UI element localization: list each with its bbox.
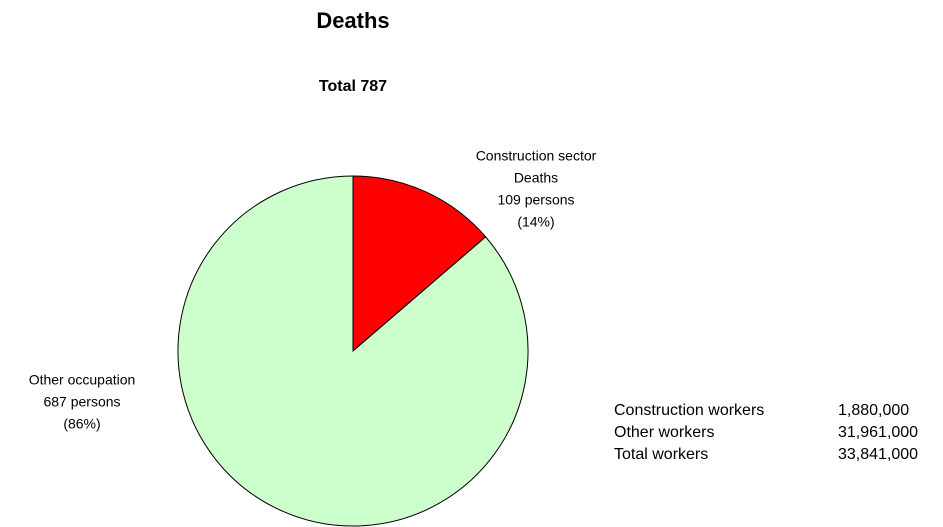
table-value: 1,880,000 [838,402,909,419]
pie-slice [352,175,487,353]
percent-label: (86%) [63,416,100,432]
chart-title: Deaths [316,8,389,33]
table-label: Other workers [614,424,714,441]
value-label: 109 persons [497,192,574,208]
slice-label: Deaths [514,170,558,186]
pie-slice [177,175,529,527]
table-label: Total workers [614,446,708,463]
slice-label: Construction sector [476,148,597,164]
table-value: 33,841,000 [838,446,918,463]
table-label: Construction workers [614,402,764,419]
percent-label: (14%) [517,214,554,230]
slice-label: Other occupation [29,372,136,388]
value-label: 687 persons [43,394,120,410]
table-value: 31,961,000 [838,424,918,441]
chart-subtitle: Total 787 [319,78,387,95]
